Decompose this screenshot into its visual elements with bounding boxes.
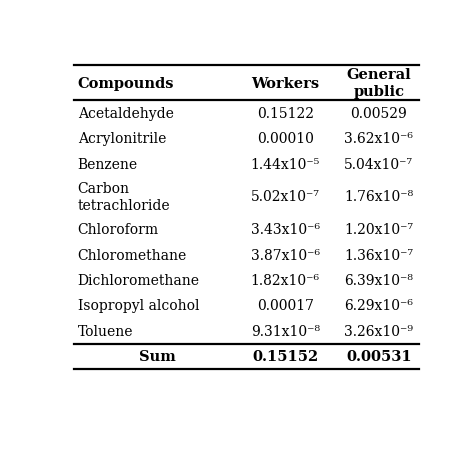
Text: 0.00529: 0.00529 bbox=[350, 107, 407, 121]
Text: 0.00017: 0.00017 bbox=[256, 299, 314, 313]
Text: 6.29x10⁻⁶: 6.29x10⁻⁶ bbox=[345, 299, 413, 313]
Text: 0.15152: 0.15152 bbox=[252, 350, 319, 364]
Text: 0.00010: 0.00010 bbox=[257, 132, 314, 146]
Text: 1.76x10⁻⁸: 1.76x10⁻⁸ bbox=[344, 190, 413, 204]
Text: 1.82x10⁻⁶: 1.82x10⁻⁶ bbox=[251, 273, 319, 287]
Text: 5.04x10⁻⁷: 5.04x10⁻⁷ bbox=[344, 157, 413, 171]
Text: Acetaldehyde: Acetaldehyde bbox=[78, 107, 173, 121]
Text: 3.26x10⁻⁹: 3.26x10⁻⁹ bbox=[344, 324, 413, 338]
Text: Compounds: Compounds bbox=[78, 77, 174, 91]
Text: 1.20x10⁻⁷: 1.20x10⁻⁷ bbox=[344, 223, 413, 237]
Text: Chloroform: Chloroform bbox=[78, 223, 159, 237]
Text: 3.62x10⁻⁶: 3.62x10⁻⁶ bbox=[345, 132, 413, 146]
Text: Toluene: Toluene bbox=[78, 324, 133, 338]
Text: Dichloromethane: Dichloromethane bbox=[78, 273, 200, 287]
Text: Isopropyl alcohol: Isopropyl alcohol bbox=[78, 299, 199, 313]
Text: 3.87x10⁻⁶: 3.87x10⁻⁶ bbox=[251, 248, 319, 262]
Text: 1.36x10⁻⁷: 1.36x10⁻⁷ bbox=[344, 248, 413, 262]
Text: Acrylonitrile: Acrylonitrile bbox=[78, 132, 166, 146]
Text: Workers: Workers bbox=[251, 77, 319, 91]
Text: 6.39x10⁻⁸: 6.39x10⁻⁸ bbox=[345, 273, 413, 287]
Text: 9.31x10⁻⁸: 9.31x10⁻⁸ bbox=[251, 324, 319, 338]
Text: Carbon
tetrachloride: Carbon tetrachloride bbox=[78, 182, 170, 212]
Text: 5.02x10⁻⁷: 5.02x10⁻⁷ bbox=[251, 190, 319, 204]
Text: 0.00531: 0.00531 bbox=[346, 350, 411, 364]
Text: 0.15122: 0.15122 bbox=[256, 107, 314, 121]
Text: General
public: General public bbox=[346, 68, 411, 99]
Text: Sum: Sum bbox=[139, 350, 176, 364]
Text: Chloromethane: Chloromethane bbox=[78, 248, 187, 262]
Text: Benzene: Benzene bbox=[78, 157, 138, 171]
Text: 1.44x10⁻⁵: 1.44x10⁻⁵ bbox=[251, 157, 320, 171]
Text: 3.43x10⁻⁶: 3.43x10⁻⁶ bbox=[251, 223, 319, 237]
